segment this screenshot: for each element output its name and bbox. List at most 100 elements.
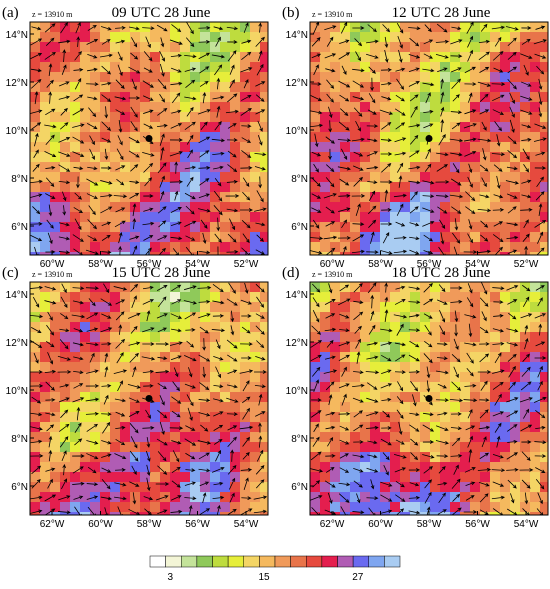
speed-cell	[460, 212, 471, 223]
wind-vector	[494, 246, 503, 255]
speed-cell	[90, 402, 101, 413]
wind-vector	[145, 409, 151, 419]
speed-cell	[40, 112, 51, 123]
speed-cell	[60, 132, 71, 143]
speed-cell	[200, 312, 211, 323]
speed-cell	[420, 212, 431, 223]
wind-vector	[60, 313, 69, 320]
speed-cell	[140, 162, 151, 173]
wind-vector	[368, 219, 377, 228]
wind-vector	[115, 39, 126, 44]
wind-vector	[74, 422, 82, 433]
speed-cell	[410, 132, 421, 143]
wind-vector	[45, 177, 55, 187]
speed-cell	[400, 202, 411, 213]
speed-cell	[500, 282, 511, 293]
speed-cell	[350, 112, 361, 123]
wind-vector	[408, 26, 421, 31]
wind-vector	[212, 95, 225, 100]
speed-cell	[460, 322, 471, 333]
wind-vector	[212, 300, 225, 305]
wind-vector	[258, 393, 263, 406]
speed-cell	[500, 502, 511, 513]
wind-vector	[256, 190, 264, 203]
wind-vector	[353, 283, 363, 293]
speed-cell	[120, 322, 131, 333]
speed-cell	[310, 472, 321, 483]
speed-cell	[170, 122, 181, 133]
speed-cell	[60, 452, 71, 463]
speed-cell	[530, 482, 541, 493]
speed-cell	[310, 192, 321, 203]
speed-cell	[40, 182, 51, 193]
speed-cell	[170, 132, 181, 143]
speed-cell	[420, 62, 431, 73]
speed-cell	[340, 412, 351, 423]
wind-vector	[450, 152, 463, 157]
wind-vector	[538, 107, 543, 118]
wind-vector	[368, 66, 376, 74]
speed-cell	[30, 382, 41, 393]
speed-cell	[260, 372, 268, 383]
speed-cell	[490, 252, 501, 255]
speed-cell	[210, 342, 221, 353]
speed-cell	[370, 182, 381, 193]
speed-cell	[220, 202, 231, 213]
wind-vector	[533, 39, 547, 45]
speed-cell	[40, 222, 51, 233]
speed-cell	[520, 432, 531, 443]
speed-cell	[80, 502, 91, 513]
speed-cell	[250, 392, 261, 403]
wind-vector	[100, 327, 113, 333]
wind-vector	[86, 495, 99, 500]
speed-cell	[370, 132, 381, 143]
wind-vector	[132, 203, 137, 217]
speed-cell	[90, 422, 101, 433]
speed-cell	[370, 502, 381, 513]
speed-cell	[200, 202, 211, 213]
wind-vector	[44, 124, 57, 129]
speed-cell	[80, 52, 91, 63]
wind-vector	[396, 508, 405, 515]
speed-cell	[220, 442, 231, 453]
speed-cell	[420, 402, 431, 413]
wind-vector	[72, 234, 84, 242]
wind-vector	[184, 438, 197, 446]
wind-vector	[117, 135, 123, 146]
speed-cell	[150, 222, 161, 233]
speed-cell	[40, 32, 51, 43]
speed-cell	[50, 132, 61, 143]
speed-cell	[90, 282, 101, 293]
wind-vector	[465, 191, 476, 202]
speed-cell	[420, 312, 431, 323]
speed-cell	[360, 282, 371, 293]
speed-cell	[250, 52, 261, 63]
speed-cell	[130, 102, 141, 113]
speed-cell	[400, 352, 411, 363]
wind-vector	[186, 134, 194, 145]
speed-cell	[80, 172, 91, 183]
speed-cell	[330, 462, 341, 473]
speed-cell	[340, 472, 351, 483]
speed-cell	[150, 402, 161, 413]
wind-vector	[226, 412, 238, 416]
speed-cell	[430, 62, 441, 73]
speed-cell	[30, 442, 41, 453]
speed-cell	[480, 192, 491, 203]
speed-cell	[140, 452, 151, 463]
speed-cell	[540, 512, 548, 515]
speed-cell	[340, 302, 351, 313]
speed-cell	[350, 292, 361, 303]
wind-vector	[242, 233, 250, 244]
wind-vector	[142, 369, 155, 374]
speed-cell	[430, 162, 441, 173]
speed-cell	[250, 252, 261, 255]
wind-vector	[520, 381, 532, 391]
wind-vector	[31, 122, 42, 130]
speed-cell	[450, 102, 461, 113]
wind-vector	[479, 93, 489, 102]
speed-cell	[210, 462, 221, 473]
wind-vector	[524, 324, 529, 335]
speed-cell	[150, 212, 161, 223]
speed-cell	[510, 392, 521, 403]
